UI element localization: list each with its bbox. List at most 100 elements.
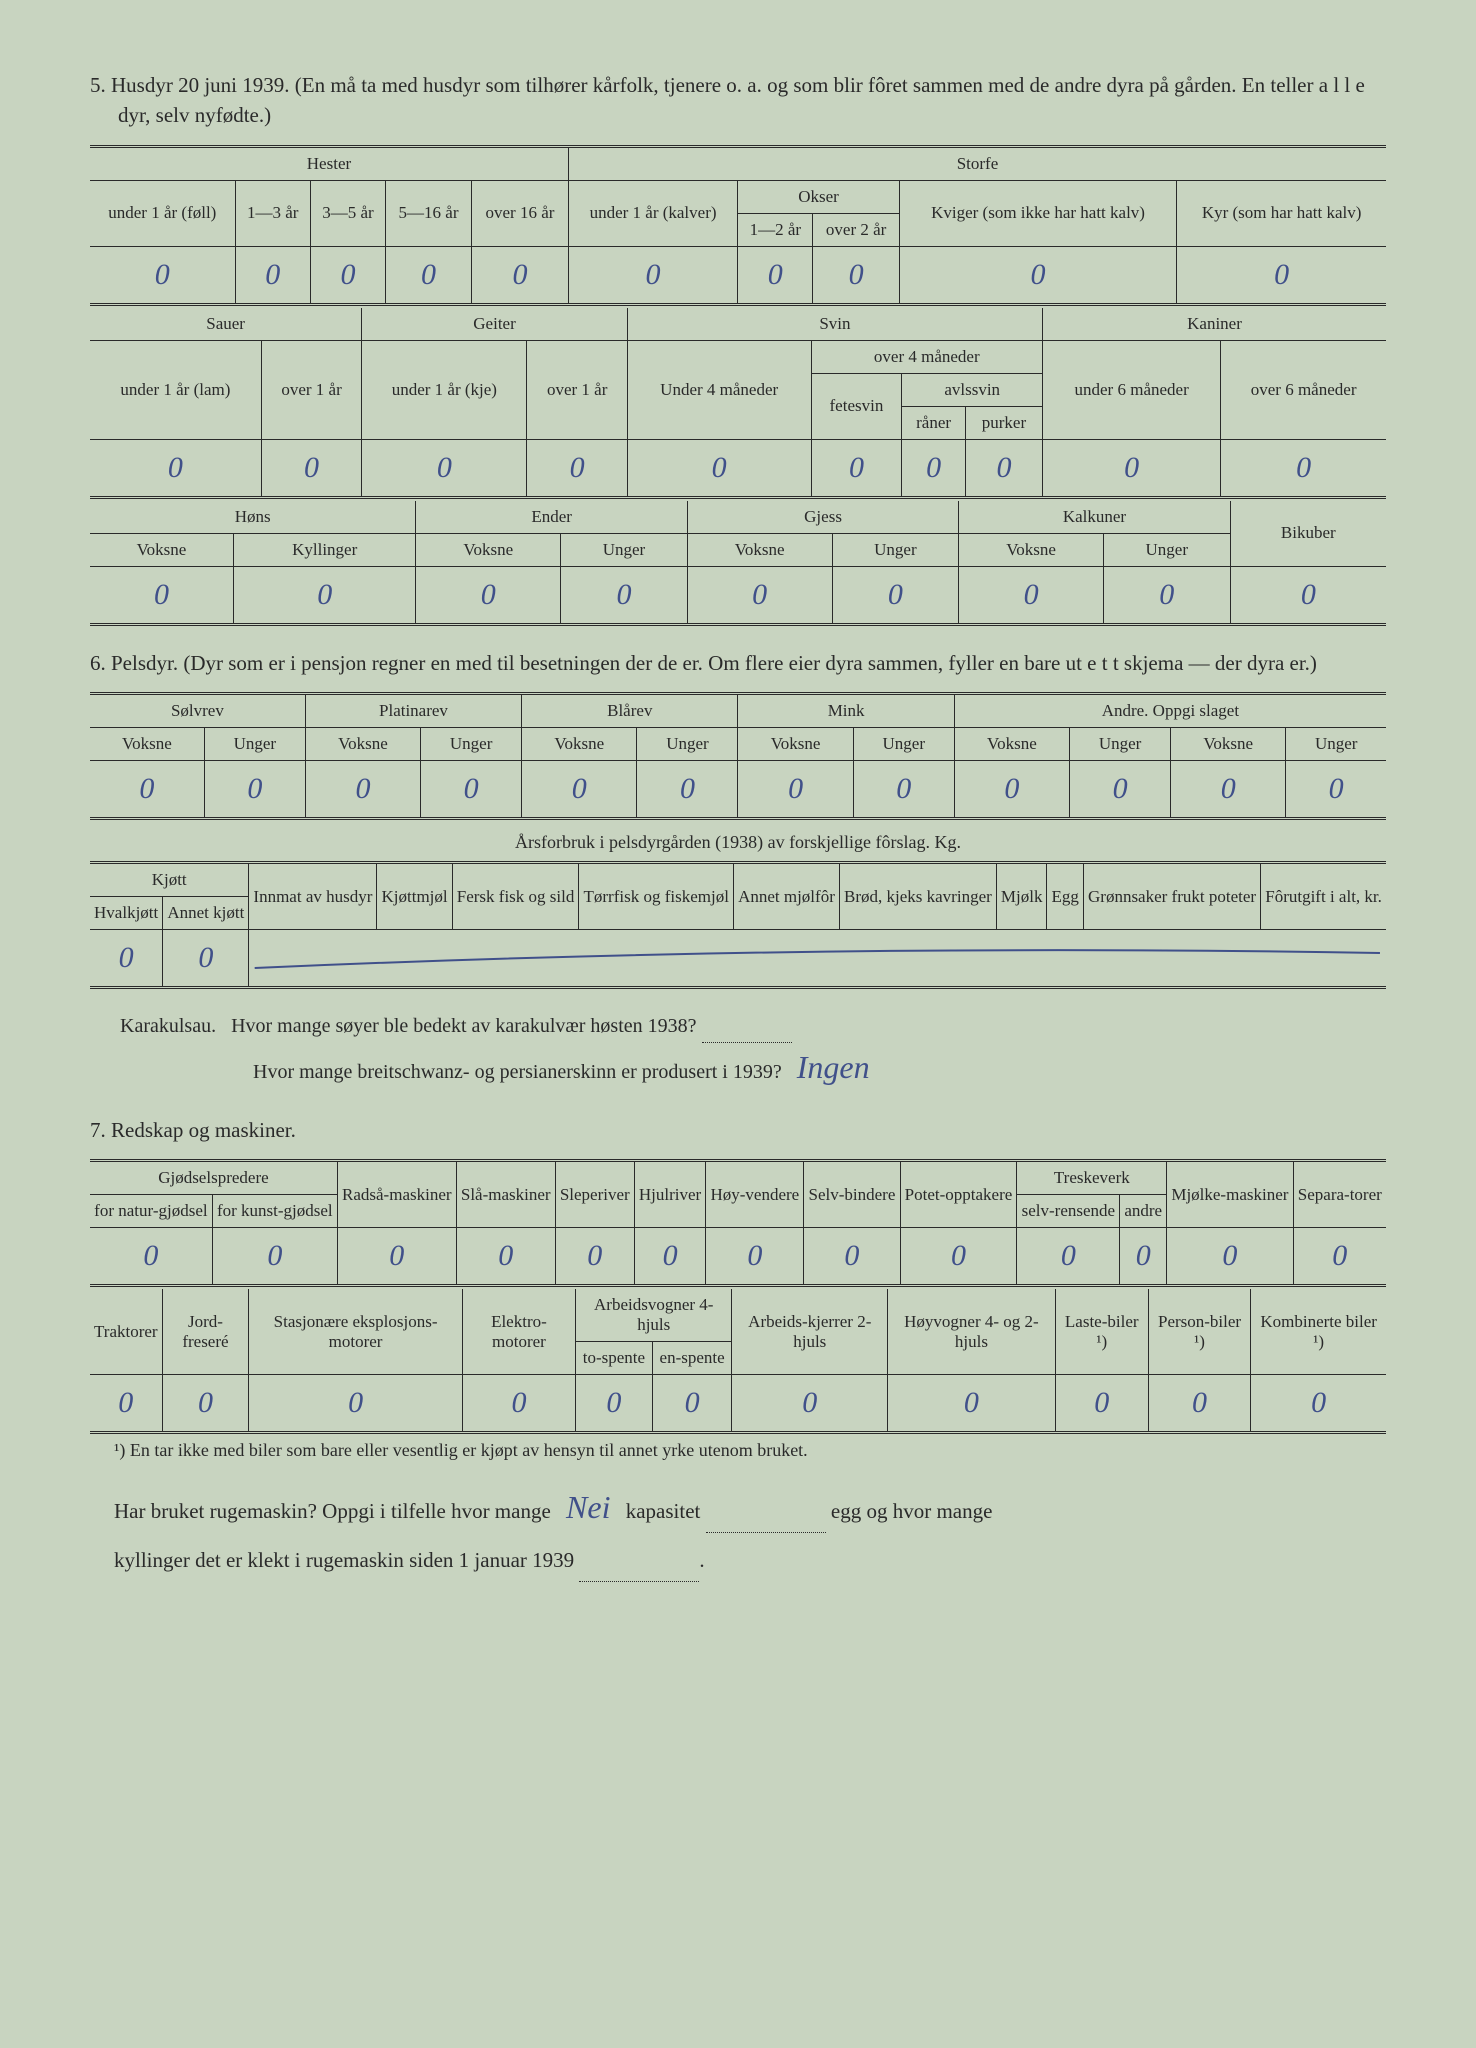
val: 0	[1171, 761, 1286, 819]
group-arbeidsvogner: Arbeidsvogner 4-hjuls	[576, 1289, 732, 1342]
val-stroke	[249, 930, 1386, 988]
val: 0	[706, 1228, 804, 1286]
karakul-answer: Ingen	[787, 1043, 880, 1093]
col-hest-516: 5—16 år	[386, 180, 472, 246]
val: 0	[527, 439, 627, 497]
val: 0	[1230, 566, 1386, 624]
val: 0	[1103, 566, 1230, 624]
col-svin-o4: over 4 måneder	[811, 340, 1043, 373]
col: Selv-bindere	[804, 1161, 900, 1228]
col: Voksne	[305, 728, 420, 761]
val: 0	[811, 439, 902, 497]
val: 0	[212, 1228, 337, 1286]
col-raner: råner	[902, 406, 966, 439]
group-gjodsel: Gjødselspredere	[90, 1161, 337, 1195]
val: 0	[249, 1375, 463, 1433]
col: Unger	[1070, 728, 1171, 761]
val: 0	[1293, 1228, 1386, 1286]
col: Kombinerte biler ¹)	[1251, 1289, 1386, 1375]
group-kalkuner: Kalkuner	[959, 501, 1230, 534]
col: Egg	[1047, 863, 1083, 930]
col: Unger	[853, 728, 954, 761]
col-avlssvin: avlssvin	[902, 373, 1043, 406]
col-geit-u1: under 1 år (kje)	[362, 340, 527, 439]
col: Fôrutgift i alt, kr.	[1261, 863, 1386, 930]
col: Person-biler ¹)	[1148, 1289, 1251, 1375]
val: 0	[337, 1228, 456, 1286]
col-kyr: Kyr (som har hatt kalv)	[1177, 180, 1386, 246]
table-6b-title: Årsforbruk i pelsdyrgården (1938) av for…	[90, 832, 1386, 853]
col-fetesvin: fetesvin	[811, 373, 902, 439]
val: 0	[738, 761, 853, 819]
val: 0	[1221, 439, 1386, 497]
group-ender: Ender	[416, 501, 687, 534]
col: Jord-freseré	[162, 1289, 249, 1375]
group-hons: Høns	[90, 501, 416, 534]
col: Unger	[561, 533, 688, 566]
col: Tørrfisk og fiskemjøl	[579, 863, 734, 930]
group-mink: Mink	[738, 694, 954, 728]
col: Unger	[832, 533, 959, 566]
val: 0	[1251, 1375, 1386, 1433]
val: 0	[90, 246, 235, 304]
col: Mjølk	[996, 863, 1047, 930]
val: 0	[568, 246, 737, 304]
table-7a: Gjødselspredere Radså-maskiner Slå-maski…	[90, 1159, 1386, 1287]
val: 0	[555, 1228, 634, 1286]
col-sau-u1: under 1 år (lam)	[90, 340, 261, 439]
col: Voksne	[90, 728, 204, 761]
col: Unger	[637, 728, 738, 761]
col: Unger	[421, 728, 522, 761]
val: 0	[421, 761, 522, 819]
col-hest-u1: under 1 år (føll)	[90, 180, 235, 246]
val: 0	[90, 1375, 162, 1433]
table-6a: Sølvrev Platinarev Blårev Mink Andre. Op…	[90, 692, 1386, 820]
col: Voksne	[90, 533, 233, 566]
col: Grønnsaker frukt poteter	[1083, 863, 1260, 930]
col: Elektro-motorer	[462, 1289, 575, 1375]
karakul-q2: Hvor mange breitschwanz- og persianerski…	[253, 1061, 782, 1083]
col: Voksne	[954, 728, 1069, 761]
section6-heading: 6. Pelsdyr. (Dyr som er i pensjon regner…	[90, 648, 1386, 678]
col-annetkjott: Annet kjøtt	[163, 897, 249, 930]
footnote-biler: ¹) En tar ikke med biler som bare eller …	[90, 1440, 1386, 1461]
table-7b: Traktorer Jord-freseré Stasjonære eksplo…	[90, 1289, 1386, 1434]
val: 0	[804, 1228, 900, 1286]
group-storfe: Storfe	[568, 146, 1386, 180]
col: Voksne	[416, 533, 561, 566]
col-kanin-o6: over 6 måneder	[1221, 340, 1386, 439]
col: Fersk fisk og sild	[452, 863, 579, 930]
val: 0	[416, 566, 561, 624]
group-platinarev: Platinarev	[305, 694, 521, 728]
col: Arbeids-kjerrer 2-hjuls	[732, 1289, 888, 1375]
val: 0	[637, 761, 738, 819]
col: Unger	[204, 728, 305, 761]
col: Hjulriver	[634, 1161, 706, 1228]
group-andre: Andre. Oppgi slaget	[954, 694, 1386, 728]
col-kanin-u6: under 6 måneder	[1043, 340, 1221, 439]
rugemaskin-answer: Nei	[556, 1475, 620, 1539]
col: Separa-torer	[1293, 1161, 1386, 1228]
col: Slå-maskiner	[456, 1161, 555, 1228]
val: 0	[163, 930, 249, 988]
val: 0	[204, 761, 305, 819]
col: Unger	[1286, 728, 1386, 761]
group-hester: Hester	[90, 146, 568, 180]
val: 0	[1167, 1228, 1293, 1286]
col-hest-13: 1—3 år	[235, 180, 310, 246]
col-hvalkjott: Hvalkjøtt	[90, 897, 163, 930]
val: 0	[1017, 1228, 1120, 1286]
col-bikuber: Bikuber	[1230, 501, 1386, 567]
val: 0	[899, 246, 1176, 304]
val: 0	[90, 1228, 212, 1286]
col-purker: purker	[965, 406, 1042, 439]
val: 0	[261, 439, 361, 497]
col-okser-o2: over 2 år	[813, 213, 899, 246]
val: 0	[310, 246, 385, 304]
val: 0	[90, 761, 204, 819]
val: 0	[90, 566, 233, 624]
col: Radså-maskiner	[337, 1161, 456, 1228]
col-hest-o16: over 16 år	[471, 180, 568, 246]
val: 0	[233, 566, 416, 624]
col: to-spente	[576, 1342, 653, 1375]
